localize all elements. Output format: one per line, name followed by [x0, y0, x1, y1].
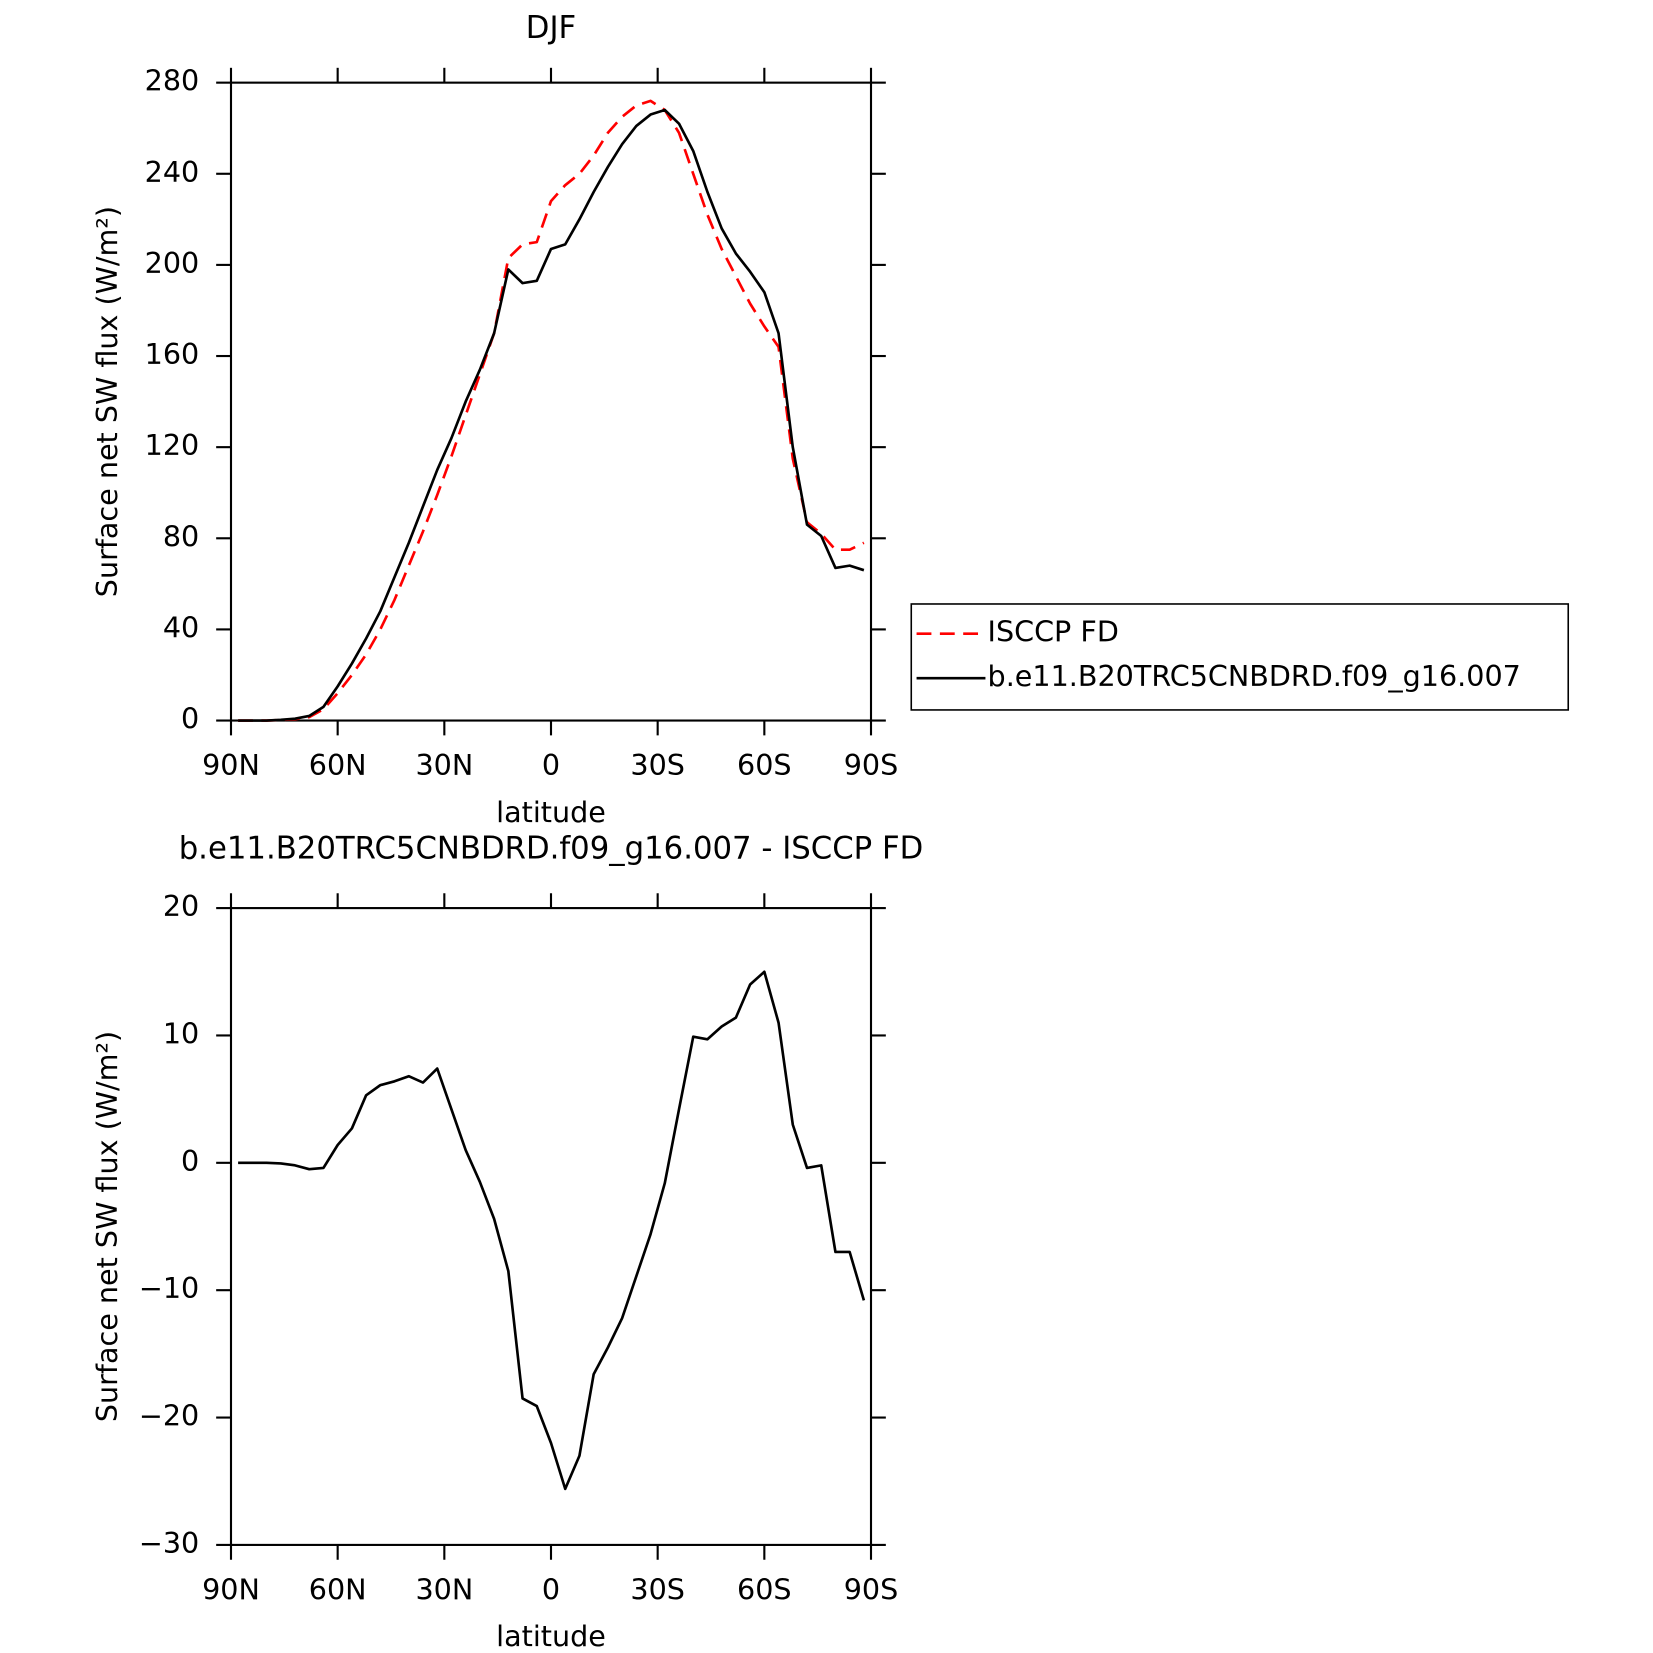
y-tick-label: −20	[139, 1399, 199, 1433]
y-tick-label: 0	[181, 1144, 199, 1178]
x-tick-label: 0	[542, 748, 560, 782]
x-tick-label: 60S	[737, 748, 792, 782]
x-tick-label: 30N	[415, 1573, 473, 1607]
x-tick-label: 90S	[844, 1573, 899, 1607]
y-tick-label: 0	[181, 702, 199, 736]
x-tick-label: 30S	[630, 1573, 685, 1607]
y-tick-label: 240	[145, 155, 200, 189]
y-tick-label: 200	[145, 246, 200, 280]
plot-frame	[229, 907, 873, 1546]
plot-frame	[229, 81, 873, 722]
y-tick-label: 20	[163, 889, 199, 923]
x-tick-label: 60S	[737, 1573, 792, 1607]
chart-title: DJF	[526, 10, 576, 46]
y-tick-label: 40	[163, 610, 199, 644]
x-tick-label: 30S	[630, 748, 685, 782]
x-tick-label: 90N	[202, 748, 260, 782]
series-line	[238, 970, 866, 1491]
y-tick-label: 10	[163, 1016, 199, 1050]
x-tick-label: 90S	[844, 748, 899, 782]
y-tick-label: 280	[145, 64, 200, 98]
x-axis-label: latitude	[496, 1619, 606, 1653]
y-tick-label: −10	[139, 1271, 199, 1305]
legend-box	[910, 603, 1570, 711]
y-tick-label: −30	[139, 1526, 199, 1560]
x-tick-label: 0	[542, 1573, 560, 1607]
legend-label: ISCCP FD	[988, 615, 1119, 649]
legend-label: b.e11.B20TRC5CNBDRD.f09_g16.007	[988, 659, 1521, 693]
x-axis-label: latitude	[496, 795, 606, 829]
x-tick-label: 60N	[309, 1573, 367, 1607]
y-tick-label: 120	[145, 428, 200, 462]
y-axis-label: Surface net SW flux (W/m²)	[90, 206, 124, 597]
series-line	[238, 99, 865, 722]
y-tick-label: 160	[145, 337, 200, 371]
y-tick-label: 80	[163, 519, 199, 553]
x-tick-label: 90N	[202, 1573, 260, 1607]
x-tick-label: 30N	[415, 748, 473, 782]
x-tick-label: 60N	[309, 748, 367, 782]
y-axis-label: Surface net SW flux (W/m²)	[90, 1031, 124, 1422]
series-line	[238, 108, 865, 722]
chart-title: b.e11.B20TRC5CNBDRD.f09_g16.007 - ISCCP …	[179, 830, 924, 866]
